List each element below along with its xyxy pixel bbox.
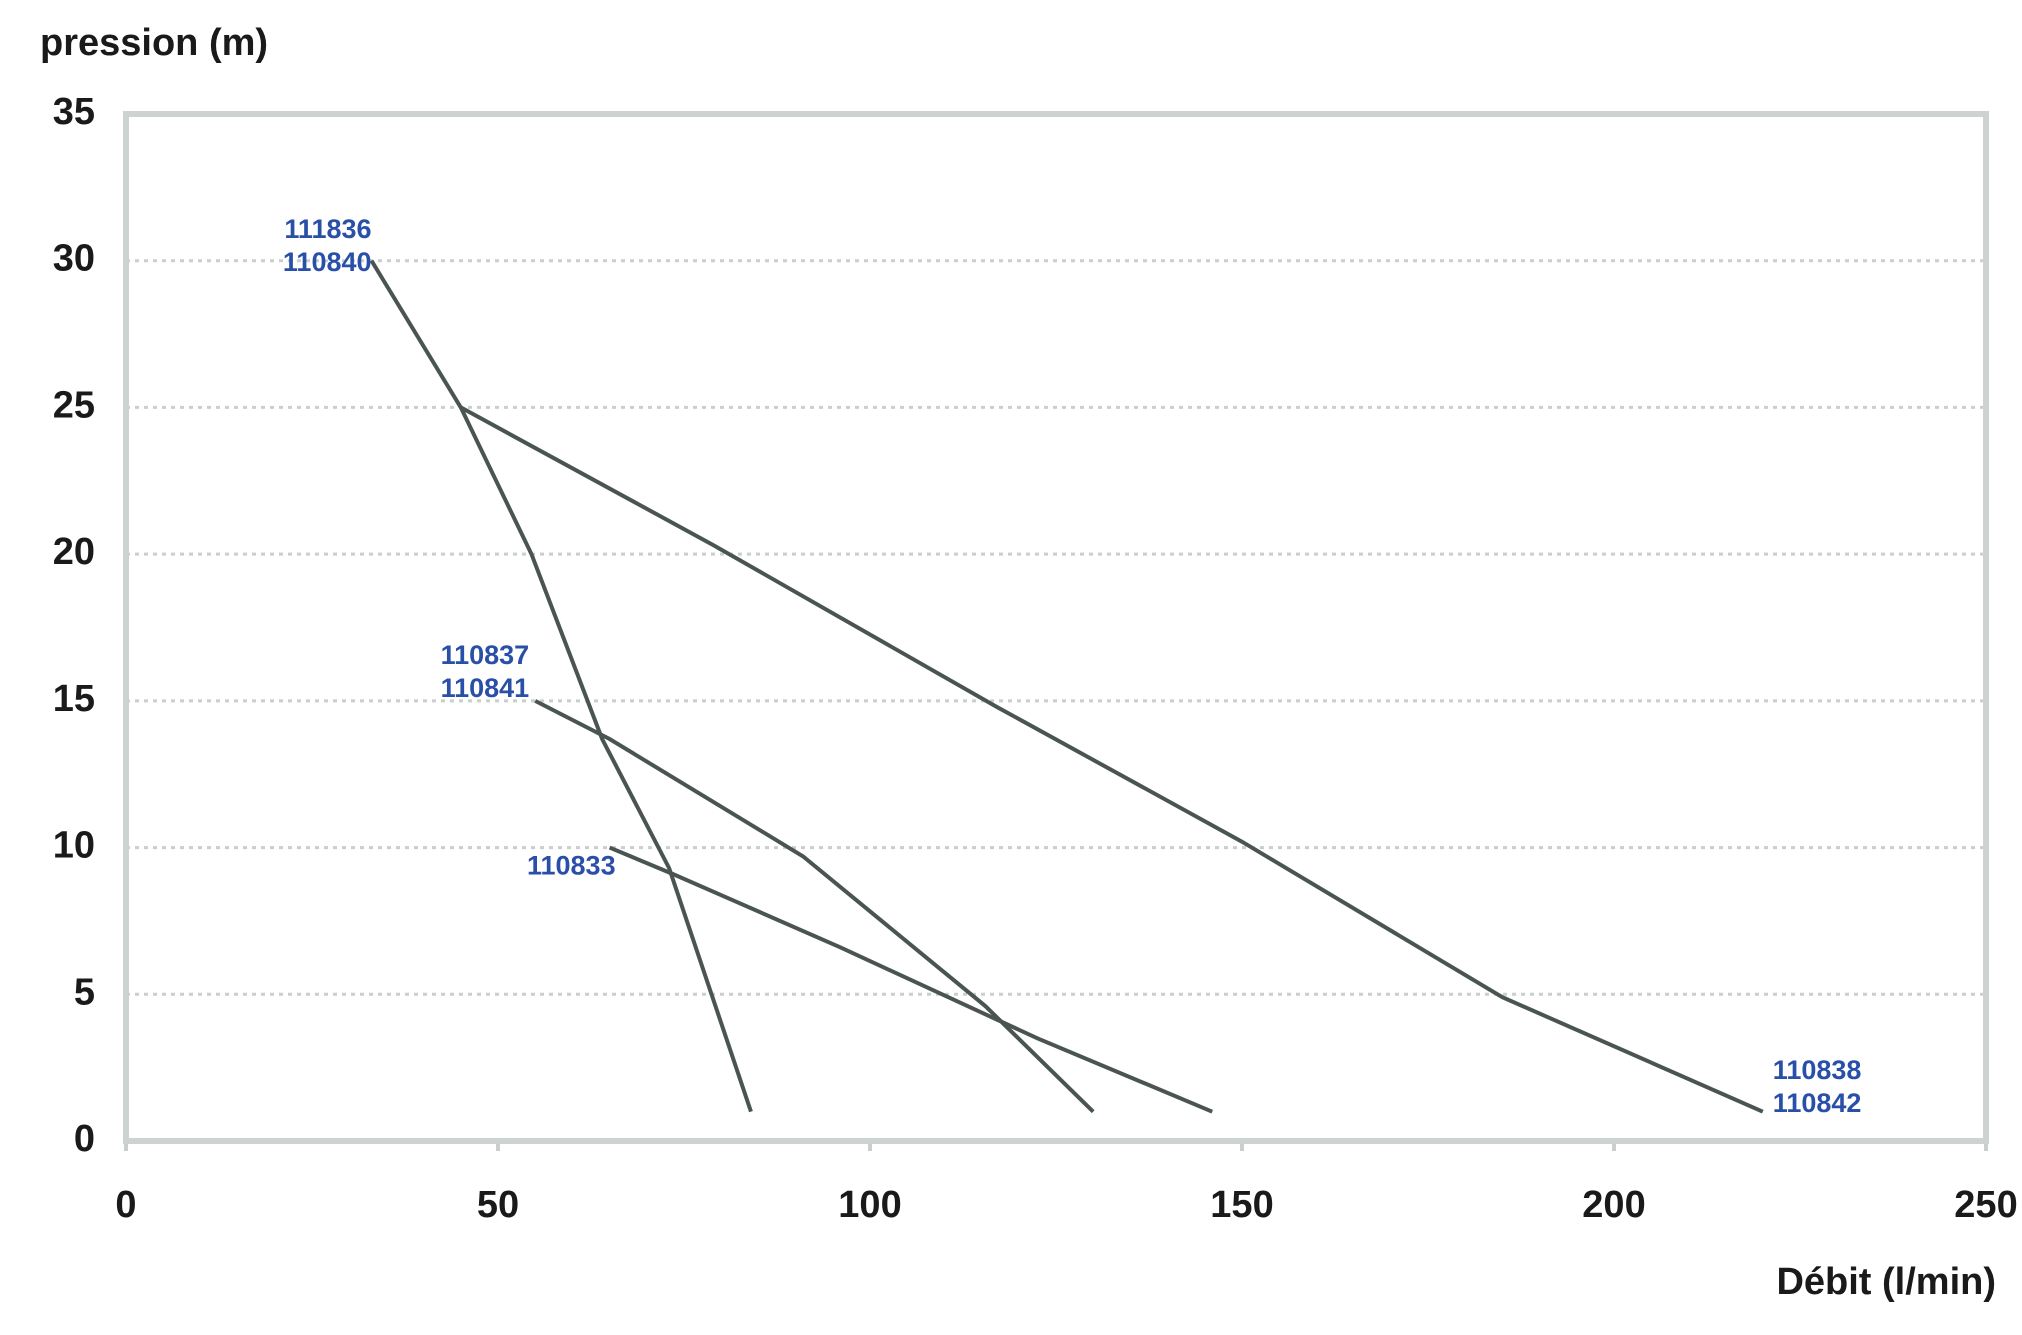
series-label: 110833 xyxy=(527,851,616,881)
y-tick-label: 5 xyxy=(74,971,95,1013)
x-axis-label: Débit (l/min) xyxy=(1776,1261,1996,1303)
series-label: 110842 xyxy=(1773,1088,1862,1118)
y-tick-label: 35 xyxy=(53,91,95,133)
series-line xyxy=(369,259,753,1113)
series-label: 111836 xyxy=(284,214,371,244)
x-tick-label: 150 xyxy=(1210,1184,1273,1226)
series-line xyxy=(459,405,1764,1114)
y-tick-label: 10 xyxy=(53,825,95,867)
y-tick-label: 30 xyxy=(53,238,95,280)
series-line xyxy=(534,699,1095,1114)
y-tick-label: 25 xyxy=(53,384,95,426)
series-label: 110838 xyxy=(1773,1055,1862,1085)
plot-frame xyxy=(123,111,1989,1144)
series-label: 110837 xyxy=(441,640,530,670)
series-label: 110840 xyxy=(283,247,372,277)
x-tick-label: 250 xyxy=(1954,1184,2017,1226)
x-tick-label: 200 xyxy=(1582,1184,1645,1226)
x-tick-label: 100 xyxy=(838,1184,901,1226)
y-tick-label: 0 xyxy=(74,1118,95,1160)
series-label: 110841 xyxy=(441,673,530,703)
series-line xyxy=(608,845,1214,1114)
x-tick-label: 0 xyxy=(115,1184,136,1226)
y-tick-label: 15 xyxy=(53,678,95,720)
x-tick-label: 50 xyxy=(477,1184,519,1226)
y-tick-label: 20 xyxy=(53,531,95,573)
y-axis-label: pression (m) xyxy=(40,22,268,64)
